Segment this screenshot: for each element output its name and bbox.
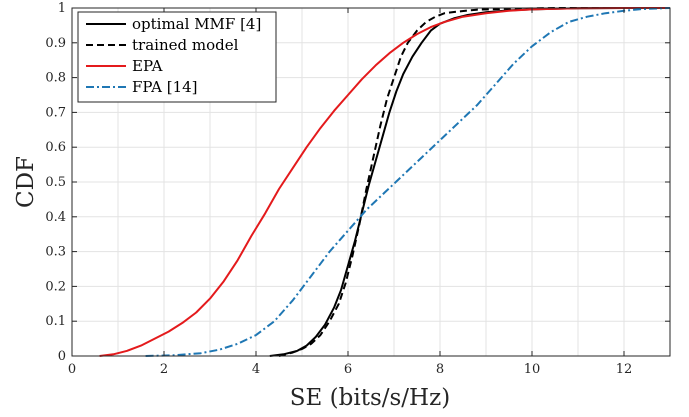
axis-ticks: 0 2 4 6 8 10 12 0 0.1 0.2 0.3 0.4 0.5 0.6 0.7 0.8 0.9 1 bbox=[45, 1, 670, 377]
y-tick-label: 0.8 bbox=[45, 71, 66, 86]
x-tick-label: 0 bbox=[68, 362, 76, 377]
y-tick-label: 0.7 bbox=[45, 105, 66, 120]
y-axis-title: CDF bbox=[13, 156, 39, 208]
series-line-1 bbox=[278, 7, 670, 357]
series-line-3 bbox=[145, 7, 671, 357]
legend: optimal MMF [4] trained model EPA FPA [14] bbox=[77, 11, 277, 103]
legend-label-0: optimal MMF [4] bbox=[132, 15, 261, 33]
x-tick-label: 6 bbox=[344, 362, 352, 377]
legend-label-2: EPA bbox=[132, 57, 163, 75]
y-tick-label: 0 bbox=[58, 349, 66, 364]
y-tick-label: 0.2 bbox=[45, 279, 66, 294]
grid bbox=[72, 8, 670, 356]
legend-label-1: trained model bbox=[132, 36, 239, 54]
y-tick-label: 0.1 bbox=[45, 314, 66, 329]
y-tick-label: 0.5 bbox=[45, 175, 66, 190]
x-tick-label: 8 bbox=[436, 362, 444, 377]
legend-label-3: FPA [14] bbox=[132, 78, 198, 96]
x-tick-label: 12 bbox=[616, 362, 633, 377]
y-tick-label: 0.4 bbox=[45, 210, 66, 225]
x-axis-title: SE (bits/s/Hz) bbox=[290, 385, 450, 411]
x-tick-label: 2 bbox=[160, 362, 168, 377]
y-tick-label: 0.6 bbox=[45, 140, 66, 155]
series-line-2 bbox=[99, 7, 670, 357]
x-tick-label: 10 bbox=[524, 362, 541, 377]
series-lines bbox=[99, 7, 671, 357]
x-tick-label: 4 bbox=[252, 362, 260, 377]
y-tick-label: 0.3 bbox=[45, 245, 66, 260]
y-tick-label: 0.9 bbox=[45, 36, 66, 51]
legend-box bbox=[77, 11, 277, 103]
y-tick-label: 1 bbox=[58, 1, 66, 16]
